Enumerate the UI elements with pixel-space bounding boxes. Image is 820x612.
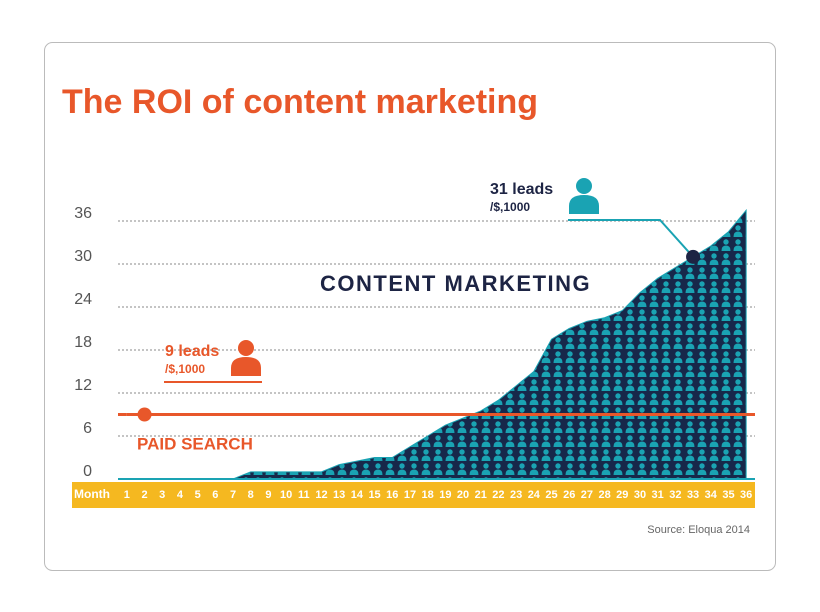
series-label: PAID SEARCH <box>137 434 253 453</box>
x-tick-label: 19 <box>439 489 451 501</box>
x-tick-label: 33 <box>687 489 699 501</box>
person-icon <box>238 340 254 356</box>
annotation: 31 leads <box>490 181 553 198</box>
annotation-sub: /$,1000 <box>490 200 530 214</box>
x-tick-label: 8 <box>248 489 254 501</box>
x-tick-label: 13 <box>333 489 345 501</box>
x-tick-label: 31 <box>652 489 664 501</box>
x-tick-label: 25 <box>545 489 557 501</box>
x-tick-label: 5 <box>195 489 201 501</box>
x-tick-label: 15 <box>368 489 380 501</box>
x-tick-label: 27 <box>581 489 593 501</box>
y-tick-label: 30 <box>74 248 92 265</box>
person-icon <box>569 195 599 214</box>
person-icon <box>576 178 592 194</box>
y-tick-label: 6 <box>83 420 92 437</box>
x-tick-label: 12 <box>315 489 327 501</box>
y-tick-label: 0 <box>83 463 92 480</box>
x-tick-label: 22 <box>492 489 504 501</box>
x-tick-label: 28 <box>598 489 610 501</box>
x-tick-label: 1 <box>124 489 130 501</box>
y-tick-label: 12 <box>74 377 92 394</box>
x-tick-label: 20 <box>457 489 469 501</box>
x-tick-label: 23 <box>510 489 522 501</box>
chart-title: The ROI of content marketing <box>62 83 538 121</box>
month-bar <box>72 482 755 508</box>
x-tick-label: 14 <box>351 489 364 501</box>
x-tick-label: 2 <box>141 489 147 501</box>
person-icon <box>231 357 261 376</box>
x-tick-label: 26 <box>563 489 575 501</box>
x-tick-label: 6 <box>212 489 218 501</box>
x-tick-label: 34 <box>705 489 718 501</box>
x-tick-label: 21 <box>475 489 487 501</box>
x-tick-label: 10 <box>280 489 292 501</box>
annotation: 9 leads <box>165 343 219 360</box>
x-tick-label: 29 <box>616 489 628 501</box>
x-tick-label: 4 <box>177 489 184 501</box>
x-tick-label: 32 <box>669 489 681 501</box>
x-tick-label: 30 <box>634 489 646 501</box>
x-axis-label: Month <box>74 487 110 501</box>
point <box>686 249 701 264</box>
x-tick-label: 35 <box>722 489 734 501</box>
y-tick-label: 24 <box>74 291 92 308</box>
x-tick-label: 16 <box>386 489 398 501</box>
x-tick-label: 36 <box>740 489 752 501</box>
source: Source: Eloqua 2014 <box>647 524 750 536</box>
x-tick-label: 7 <box>230 489 236 501</box>
x-tick-label: 24 <box>528 489 541 501</box>
x-tick-label: 3 <box>159 489 165 501</box>
x-tick-label: 18 <box>422 489 434 501</box>
x-tick-label: 9 <box>265 489 271 501</box>
point <box>137 407 152 422</box>
y-tick-label: 36 <box>74 205 92 222</box>
area <box>126 208 747 480</box>
x-tick-label: 11 <box>298 489 310 501</box>
y-tick-label: 18 <box>74 334 92 351</box>
x-tick-label: 17 <box>404 489 416 501</box>
callout <box>568 219 694 258</box>
annotation-sub: /$,1000 <box>165 362 205 376</box>
series-label: CONTENT MARKETING <box>320 271 591 296</box>
